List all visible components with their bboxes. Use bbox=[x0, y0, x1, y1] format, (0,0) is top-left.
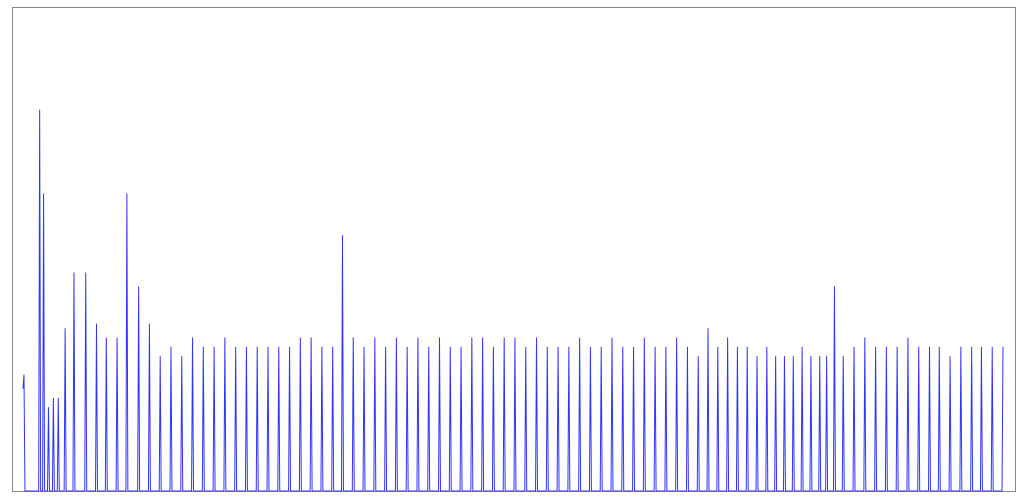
series-line-1 bbox=[22, 109, 1004, 492]
series-layer bbox=[22, 109, 1004, 492]
